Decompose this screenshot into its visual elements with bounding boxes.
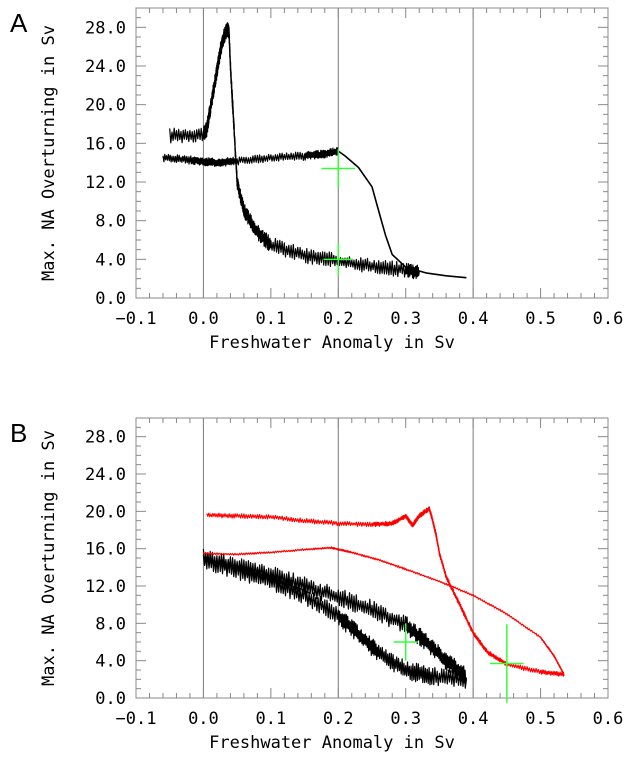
chart-panel-b: B0.04.08.012.016.020.024.028.0−0.1 0.0 0.1… [10,417,624,753]
y-tick-label: 4.0 [95,250,126,270]
y-tick-label: 12.0 [85,577,126,597]
y-axis-title: Max. NA Overturning in Sv [39,430,59,686]
series-line-1 [202,552,467,689]
x-tick-label: 0.5 [525,709,556,729]
x-axis-title: Freshwater Anomaly in Sv [209,733,455,753]
y-tick-label: 0.0 [95,689,126,709]
x-tick-label: 0.2 [323,709,354,729]
y-axis-title: Max. NA Overturning in Sv [39,25,59,281]
y-tick-label: 4.0 [95,652,126,672]
y-tick-label: 8.0 [95,212,126,232]
panel-label: B [10,418,27,448]
y-tick-label: 8.0 [95,614,126,634]
x-tick-label: −0.1 [116,309,157,329]
x-tick-label: 0.4 [458,709,489,729]
x-tick-label: 0.0 [188,309,219,329]
x-axis-title: Freshwater Anomaly in Sv [209,333,455,353]
series-line-1 [162,147,339,167]
x-tick-label: 0.6 [593,309,624,329]
x-tick-label: 0.5 [525,309,556,329]
y-tick-label: 0.0 [95,289,126,309]
series-line-0 [169,22,420,280]
x-tick-label: 0.2 [323,309,354,329]
x-tick-label: 0.1 [255,309,286,329]
y-tick-label: 28.0 [85,18,126,38]
x-tick-label: 0.3 [390,309,421,329]
series-line-3 [202,546,565,676]
y-tick-label: 12.0 [85,173,126,193]
x-tick-label: 0.4 [458,309,489,329]
x-tick-label: −0.1 [116,709,157,729]
series-line-2 [206,506,565,677]
y-tick-label: 24.0 [85,57,126,77]
chart-panel-a: A0.04.08.012.016.020.024.028.0−0.1 0.0 0.1… [10,7,624,353]
y-tick-label: 16.0 [85,134,126,154]
series-line-2 [337,150,467,279]
plot-frame [135,7,609,299]
x-tick-label: 0.3 [390,709,421,729]
x-tick-label: 0.6 [593,709,624,729]
y-tick-label: 20.0 [85,96,126,116]
y-tick-label: 24.0 [85,465,126,485]
y-tick-label: 28.0 [85,428,126,448]
x-tick-label: 0.1 [255,709,286,729]
y-tick-label: 16.0 [85,540,126,560]
x-tick-label: 0.0 [188,709,219,729]
panel-label: A [10,8,28,38]
y-tick-label: 20.0 [85,502,126,522]
